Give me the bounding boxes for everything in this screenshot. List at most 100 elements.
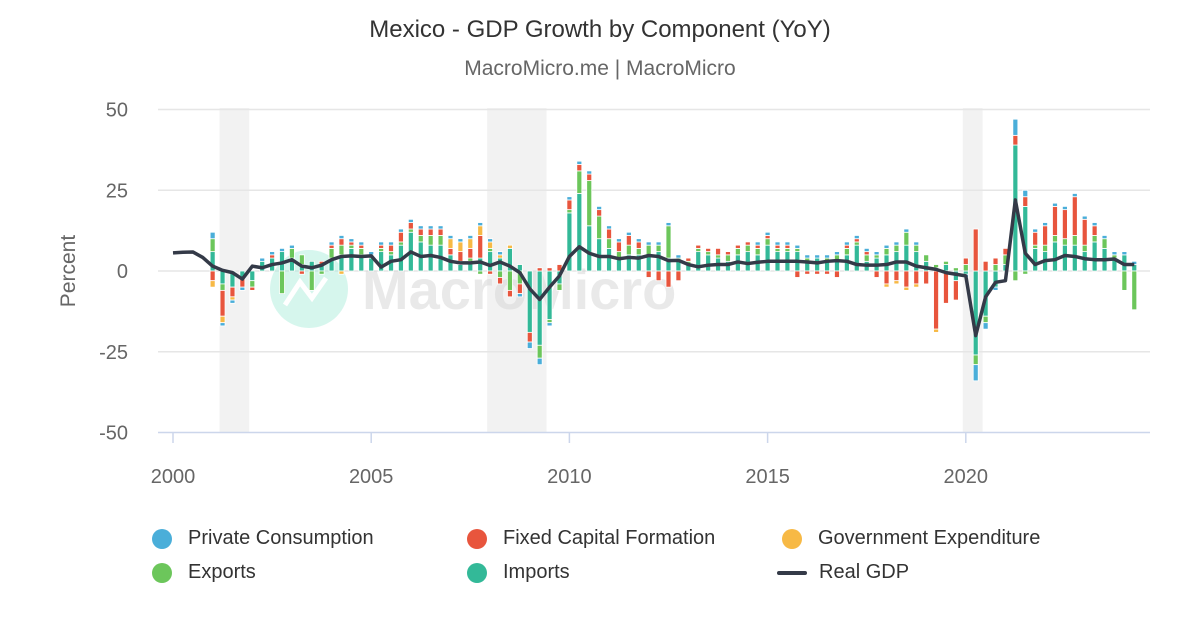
bar-private-consumption	[269, 251, 276, 256]
bar-exports	[1012, 270, 1019, 282]
bar-exports	[625, 244, 632, 256]
bar-exports	[1052, 235, 1058, 243]
bar-private-consumption	[616, 238, 622, 243]
bar-imports	[477, 257, 484, 272]
bar-imports	[903, 244, 910, 272]
legend-line-icon	[777, 570, 807, 575]
bar-private-consumption	[457, 238, 464, 243]
bar-imports	[606, 247, 612, 272]
legend-dot-icon	[782, 528, 802, 549]
bar-fixed-capital-formation	[784, 244, 791, 249]
bar-fixed-capital-formation	[1022, 196, 1029, 207]
bar-fixed-capital-formation	[328, 244, 335, 249]
bar-fixed-capital-formation	[358, 244, 365, 249]
bar-private-consumption	[853, 235, 860, 240]
bar-private-consumption	[1042, 222, 1048, 227]
legend-imports[interactable]: Imports	[467, 561, 570, 584]
bar-exports	[1091, 235, 1098, 243]
bar-imports	[1052, 241, 1058, 272]
bar-fixed-capital-formation	[943, 270, 949, 304]
legend-private-consumption[interactable]: Private Consumption	[152, 527, 374, 550]
bar-private-consumption	[596, 205, 603, 211]
bar-imports	[972, 270, 979, 356]
bar-fixed-capital-formation	[427, 228, 434, 236]
bar-fixed-capital-formation	[417, 228, 424, 236]
legend-dot-icon	[467, 562, 487, 583]
bar-government-expenditure	[229, 296, 236, 301]
bar-fixed-capital-formation	[467, 247, 474, 259]
bar-imports	[348, 247, 355, 272]
bar-fixed-capital-formation	[378, 244, 385, 249]
bar-exports	[249, 280, 256, 288]
x-tick-label: 2020	[944, 466, 989, 488]
bar-private-consumption	[348, 238, 355, 243]
bar-private-consumption	[497, 251, 503, 256]
bar-fixed-capital-formation	[665, 270, 672, 288]
bar-exports	[863, 254, 870, 262]
bar-private-consumption	[1101, 235, 1108, 240]
bar-private-consumption	[467, 235, 474, 240]
bar-exports	[289, 247, 295, 259]
bar-private-consumption	[586, 170, 593, 175]
bar-private-consumption	[843, 241, 850, 246]
bar-government-expenditure	[883, 283, 890, 288]
bar-private-consumption	[437, 225, 444, 230]
bar-exports	[1131, 270, 1138, 311]
bar-fixed-capital-formation	[596, 209, 603, 217]
bar-imports	[764, 244, 771, 272]
bar-imports	[1091, 241, 1098, 272]
bar-exports	[477, 270, 484, 275]
y-tick-label: 0	[117, 261, 128, 283]
bar-exports	[754, 247, 761, 256]
legend-real-gdp[interactable]: Real GDP	[777, 561, 909, 584]
bar-fixed-capital-formation	[645, 270, 652, 278]
bar-private-consumption	[1052, 202, 1058, 207]
bar-private-consumption	[1022, 189, 1029, 198]
bar-fixed-capital-formation	[715, 247, 721, 256]
bar-fixed-capital-formation	[873, 270, 880, 278]
bar-exports	[487, 247, 494, 253]
bar-private-consumption	[972, 364, 979, 382]
bar-exports	[943, 260, 949, 265]
bar-private-consumption	[873, 251, 880, 256]
bar-private-consumption	[239, 286, 246, 291]
bar-private-consumption	[1032, 228, 1039, 233]
bar-private-consumption	[1062, 205, 1068, 211]
bar-private-consumption	[447, 235, 454, 240]
bar-exports	[398, 241, 404, 246]
bar-exports	[962, 264, 969, 272]
bar-imports	[526, 270, 533, 333]
x-tick-label: 2015	[745, 466, 790, 488]
bar-fixed-capital-formation	[863, 251, 870, 256]
bar-imports	[546, 270, 553, 320]
bar-exports	[388, 251, 394, 256]
legend-government-expenditure[interactable]: Government Expenditure	[782, 527, 1040, 550]
legend-fixed-capital-formation[interactable]: Fixed Capital Formation	[467, 527, 715, 550]
bar-private-consumption	[289, 244, 295, 249]
chart-subtitle: MacroMicro.me | MacroMicro	[464, 57, 736, 80]
bar-private-consumption	[863, 247, 870, 253]
bar-exports	[596, 215, 603, 240]
bar-private-consumption	[526, 341, 533, 349]
legend-exports[interactable]: Exports	[152, 561, 256, 584]
bar-exports	[219, 283, 226, 291]
bar-exports	[853, 241, 860, 246]
bar-imports	[943, 264, 949, 272]
bar-exports	[794, 247, 801, 253]
bar-exports	[764, 238, 771, 246]
bar-government-expenditure	[457, 241, 464, 253]
bar-exports	[725, 254, 731, 262]
bar-fixed-capital-formation	[675, 270, 682, 282]
bar-fixed-capital-formation	[625, 235, 632, 246]
bar-exports	[893, 244, 900, 253]
bar-private-consumption	[824, 254, 830, 259]
bar-fixed-capital-formation	[447, 247, 454, 256]
bar-fixed-capital-formation	[546, 267, 553, 272]
bar-private-consumption	[893, 241, 900, 246]
bar-exports	[378, 247, 385, 253]
bar-government-expenditure	[338, 270, 345, 275]
bar-fixed-capital-formation	[635, 241, 642, 249]
bar-government-expenditure	[933, 328, 939, 333]
bar-exports	[467, 257, 474, 262]
bar-exports	[606, 238, 612, 249]
